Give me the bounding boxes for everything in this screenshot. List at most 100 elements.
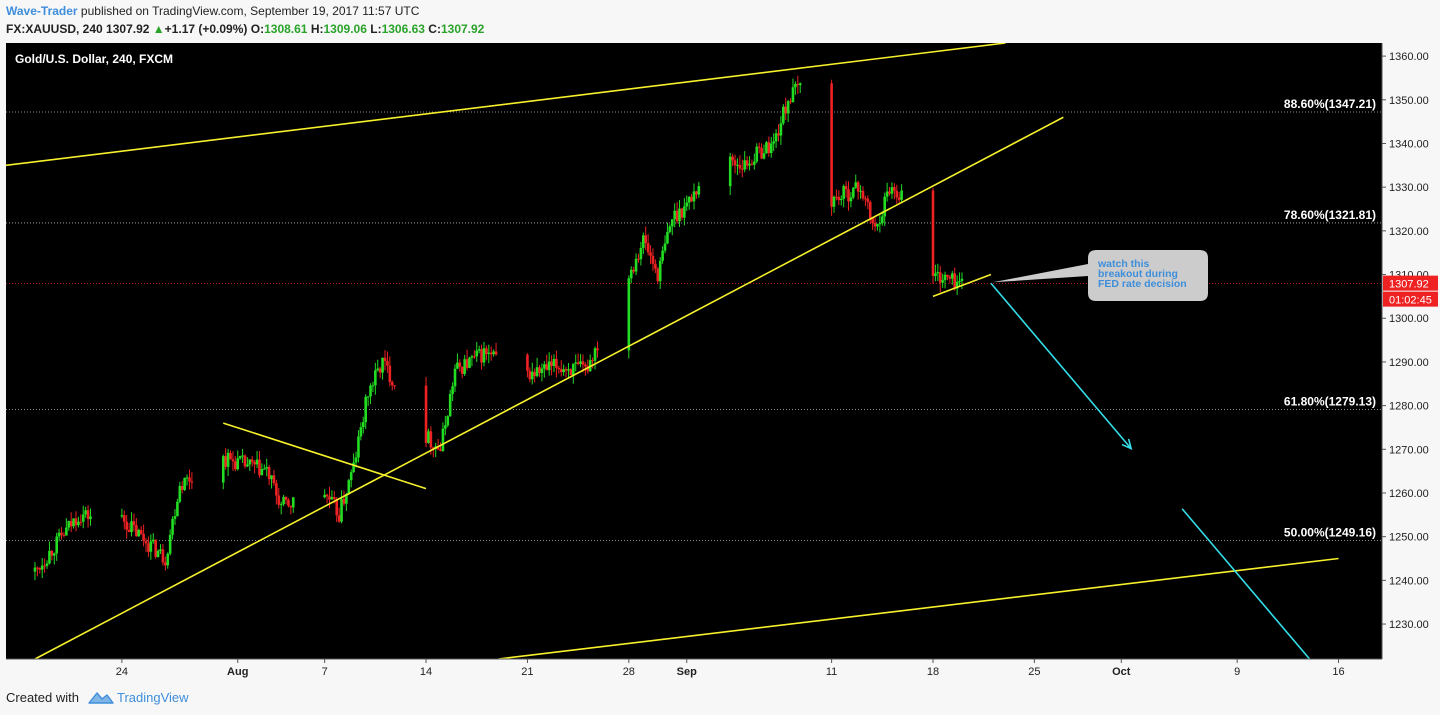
candle-body [562, 369, 565, 373]
annotation-callout [992, 250, 1208, 301]
author-link[interactable]: Wave-Trader [6, 4, 78, 18]
y-tick-label: 1360.00 [1389, 51, 1429, 63]
chart-frame[interactable]: 88.60%(1347.21) 78.60%(1321.81) 61.80%(127… [6, 43, 1438, 683]
candle-body [456, 362, 459, 369]
candle-body [226, 452, 230, 467]
tradingview-brand[interactable]: TradingView [117, 690, 189, 705]
annotation-text: watch this [1097, 258, 1150, 270]
close-label: C: [428, 22, 441, 36]
candle-body [366, 396, 370, 398]
candle-body [325, 494, 329, 497]
candle-body [658, 260, 662, 282]
candle-body [371, 385, 375, 387]
y-tick-label: 1280.00 [1389, 401, 1429, 413]
candle-body [842, 186, 845, 199]
candle-body [697, 186, 701, 195]
candle-body [287, 499, 290, 506]
price-tag [1383, 275, 1438, 291]
candle-body [873, 223, 877, 227]
candle-body [955, 281, 959, 289]
candle-body [171, 518, 174, 535]
high-label: H: [310, 22, 324, 36]
candle-body [161, 549, 165, 563]
candle-body [830, 83, 833, 207]
candle-body [127, 529, 131, 533]
candle-body [231, 459, 235, 462]
candle-body [864, 198, 867, 200]
candle-body [847, 189, 850, 202]
candle-body [188, 477, 191, 482]
candle-body [762, 153, 766, 159]
candle-body [555, 358, 558, 368]
candle-body [265, 467, 269, 469]
candle-body [856, 182, 860, 192]
candle-body [791, 87, 795, 103]
candle-body [883, 196, 887, 217]
candle-body [383, 357, 387, 361]
price-chart[interactable]: 88.60%(1347.21) 78.60%(1321.81) 61.80%(127… [6, 43, 1438, 683]
candle-body [151, 539, 155, 542]
candle-body [591, 360, 594, 362]
candle-body [646, 243, 650, 253]
footer: Created with TradingView [0, 683, 1440, 715]
publish-header: Wave-Trader published on TradingView.com… [0, 0, 1440, 43]
candle-body [895, 190, 899, 198]
candle-body [149, 541, 153, 552]
candle-body [77, 521, 80, 526]
candle-body [393, 385, 396, 387]
candle-body [147, 543, 150, 552]
candle-body [581, 361, 585, 365]
candle-body [953, 273, 957, 289]
candle-body [644, 235, 648, 244]
candle-body [547, 361, 551, 371]
candle-body [692, 191, 696, 202]
candle-body [760, 147, 763, 159]
candle-body [943, 274, 947, 281]
candle-body [900, 190, 903, 200]
candle-body [492, 351, 495, 355]
candle-body [745, 160, 749, 166]
candle-body [340, 498, 343, 522]
candle-body [545, 364, 549, 371]
x-tick-label: 16 [1332, 666, 1344, 678]
projection-arrowhead [1121, 438, 1133, 451]
candle-body [154, 539, 157, 557]
candle-body [938, 272, 942, 283]
candle-body [666, 231, 669, 244]
candle-body [663, 243, 667, 251]
open-label: O: [250, 22, 265, 36]
candle-body [333, 497, 336, 499]
price-axis[interactable] [1382, 43, 1438, 683]
candle-body [376, 368, 380, 371]
candle-body [634, 258, 638, 272]
candle-body [777, 133, 780, 136]
candle-body [668, 226, 672, 232]
published-text: published on TradingView.com, September … [77, 4, 420, 18]
candle-body [441, 428, 445, 451]
candle-body [552, 358, 556, 366]
candle-body [248, 459, 252, 465]
candle-body [458, 362, 462, 367]
candle-body [934, 273, 937, 276]
candle-body [156, 550, 160, 557]
candle-body [246, 464, 249, 467]
candle-body [849, 197, 853, 202]
candle-body [234, 461, 237, 470]
candle-body [584, 364, 587, 367]
price-tag-label: 1307.92 [1389, 279, 1429, 291]
candle-body [637, 258, 640, 260]
candle-body [178, 485, 182, 502]
candle-body [948, 276, 952, 279]
candle-body [122, 515, 126, 522]
candle-body [345, 494, 348, 504]
candle-body [941, 280, 944, 283]
time-axis[interactable] [6, 659, 1382, 683]
tradingview-logo-icon[interactable] [88, 689, 114, 707]
candle-body [796, 83, 800, 86]
candle-body [695, 191, 698, 195]
candle-body [487, 352, 491, 355]
open-value: 1308.61 [264, 22, 308, 36]
candle-body [477, 349, 481, 351]
candle-body [81, 514, 85, 522]
candle-body [678, 208, 681, 222]
